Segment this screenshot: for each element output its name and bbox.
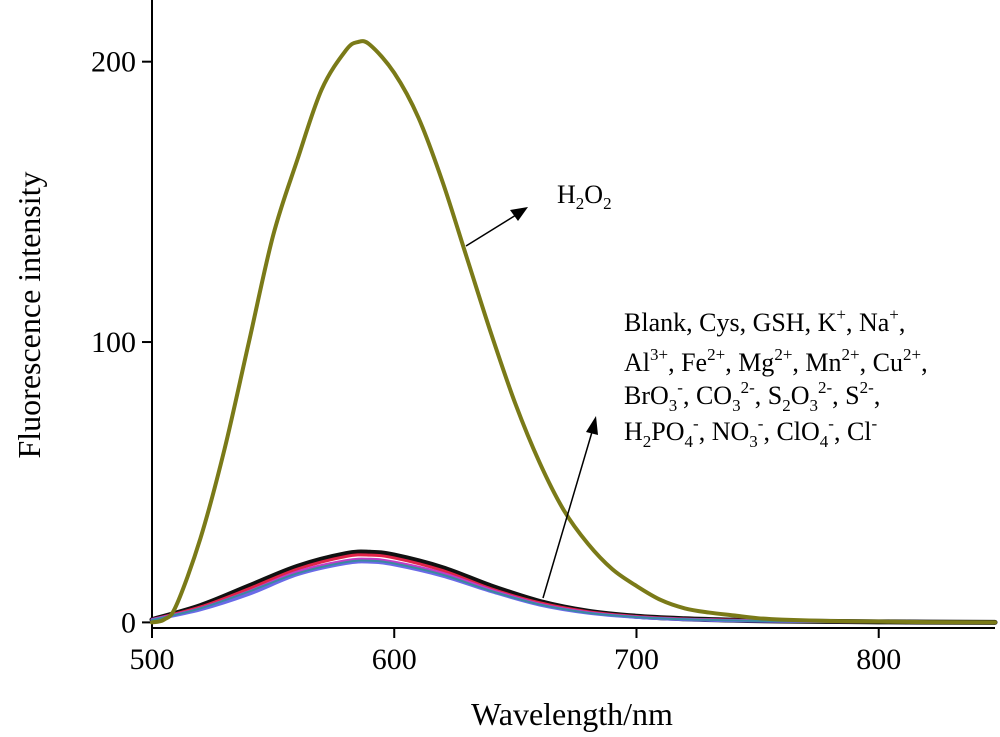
y-ticks: 0 100 200	[91, 46, 152, 639]
series-line-5	[151, 559, 996, 624]
y-tick-label: 0	[121, 606, 136, 639]
annotation-line-4: H2PO4-, NO3-, ClO4-, Cl-	[624, 414, 878, 451]
y-tick-label: 200	[91, 46, 136, 79]
x-tick-label: 600	[372, 643, 417, 676]
x-tick-label: 800	[856, 643, 901, 676]
y-axis-title: Fluorescence intensity	[11, 171, 47, 458]
x-ticks: 500 600 700 800	[130, 628, 901, 676]
series-line-h2o2	[150, 39, 997, 625]
x-tick-label: 500	[130, 643, 175, 676]
series-line-3	[150, 557, 997, 624]
y-tick-label: 100	[91, 326, 136, 359]
annotation-line-3: BrO3-, CO32-, S2O32-, S2-,	[624, 378, 880, 415]
h2o2-label: H2O2	[557, 180, 612, 213]
x-tick-label: 700	[614, 643, 659, 676]
h2o2-arrow	[465, 207, 528, 247]
annotation-line-2: Al3+, Fe2+, Mg2+, Mn2+, Cu2+,	[624, 345, 928, 377]
annotation-line-1: Blank, Cys, GSH, K+, Na+,	[624, 305, 905, 337]
series-layer	[149, 39, 998, 625]
x-axis-title: Wavelength/nm	[471, 696, 673, 732]
others-arrow	[542, 416, 598, 599]
